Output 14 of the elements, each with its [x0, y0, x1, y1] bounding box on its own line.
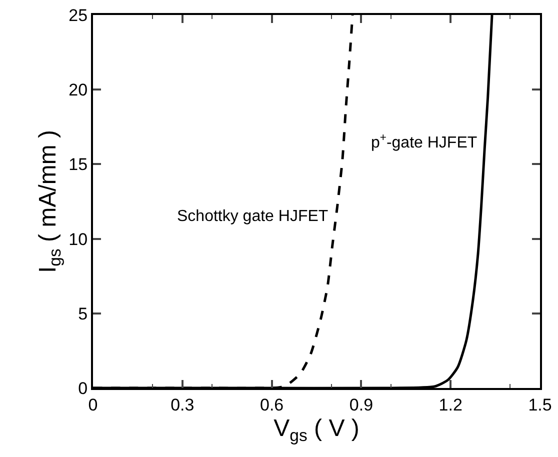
y-tick-label: 10 [68, 230, 88, 249]
x-tick-label: 0.6 [260, 395, 284, 414]
y-tick-label: 5 [78, 304, 88, 324]
x-tick-label: 1.5 [528, 395, 552, 414]
y-tick-label: 15 [68, 155, 88, 174]
y-tick-label: 25 [68, 6, 88, 25]
x-tick-label: 0.3 [170, 395, 194, 414]
x-tick-label: 1.2 [438, 395, 462, 414]
y-tick-label: 0 [78, 378, 88, 398]
series-label: Schottky gate HJFET [177, 208, 328, 225]
series-label: p$^{+}$-gate HJFET [371, 132, 478, 152]
x-axis-title: V$_{gs}$ ( V ) [274, 415, 360, 446]
x-tick-label: 0.9 [349, 395, 374, 414]
y-tick-label: 20 [68, 80, 88, 100]
